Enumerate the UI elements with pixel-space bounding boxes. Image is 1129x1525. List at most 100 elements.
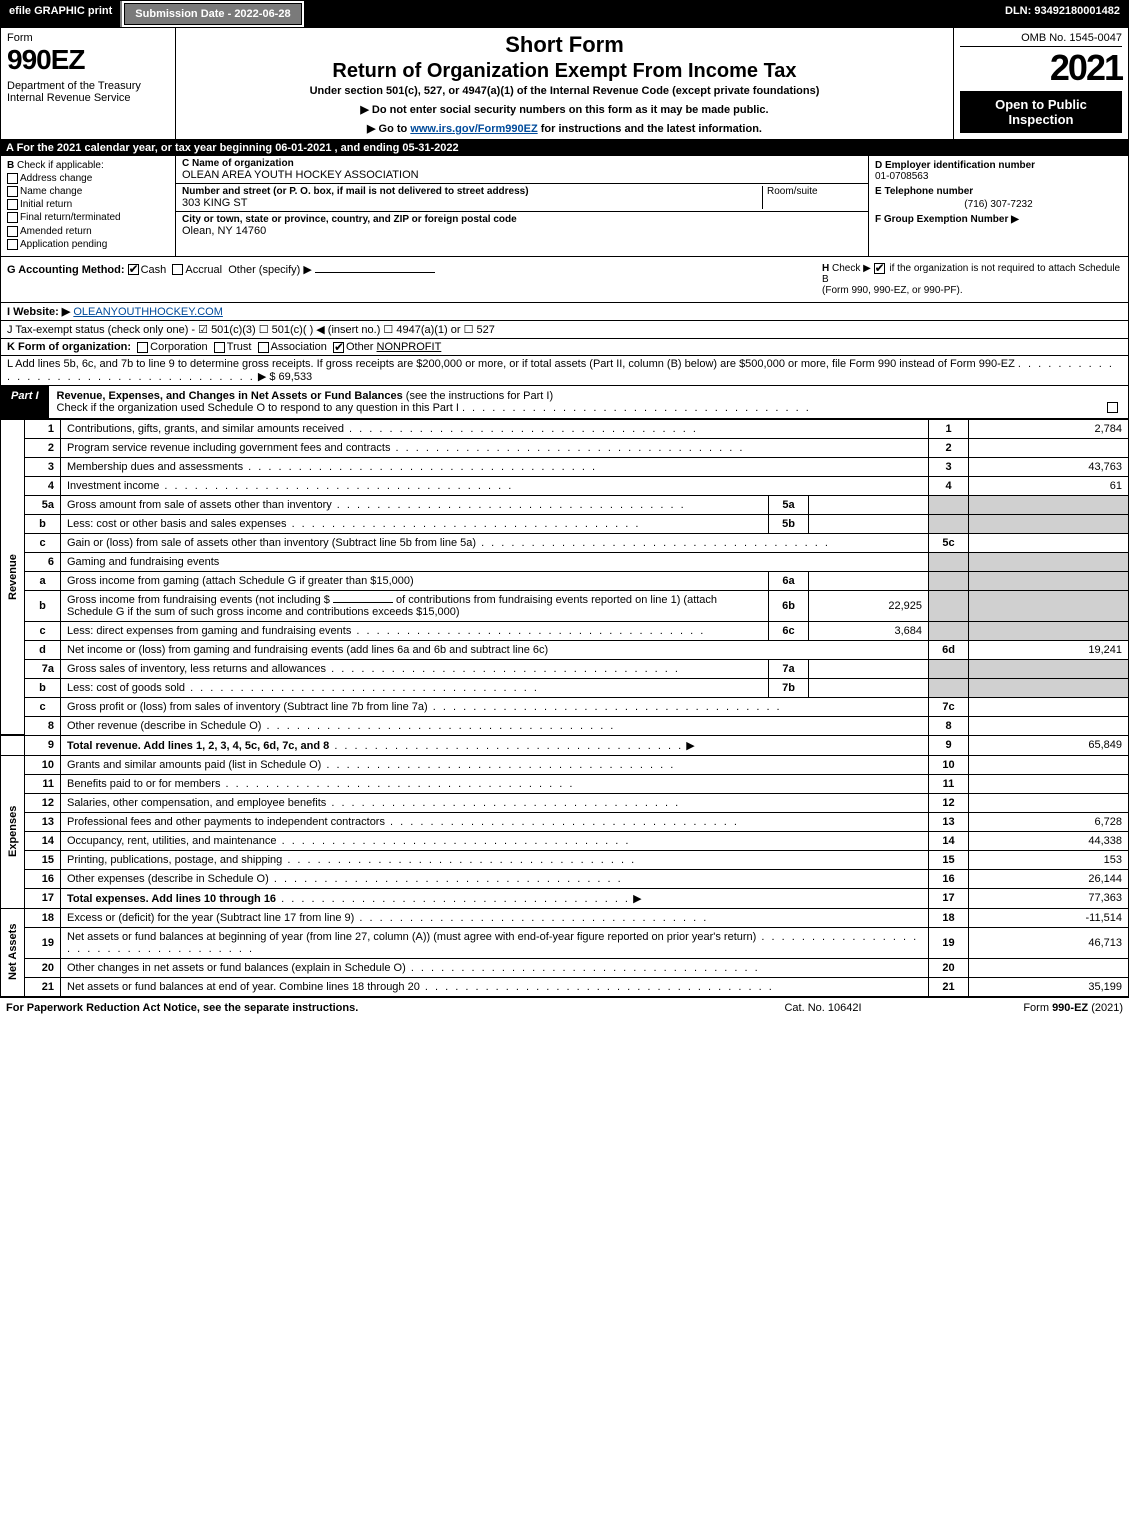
row-j: J Tax-exempt status (check only one) - ☑…: [0, 321, 1129, 339]
cb-app-pending[interactable]: Application pending: [7, 239, 169, 250]
ein-value: 01-0708563: [875, 171, 1122, 182]
cb-final-return[interactable]: Final return/terminated: [7, 212, 169, 223]
c-city-label: City or town, state or province, country…: [182, 214, 862, 225]
cb-accrual[interactable]: [172, 264, 183, 275]
org-street: 303 KING ST: [182, 197, 762, 209]
website-link[interactable]: OLEANYOUTHHOCKEY.COM: [73, 306, 223, 318]
row-i: I Website: ▶ OLEANYOUTHHOCKEY.COM: [0, 303, 1129, 321]
table-row: 19 Net assets or fund balances at beginn…: [1, 927, 1129, 958]
table-row: 12 Salaries, other compensation, and emp…: [1, 793, 1129, 812]
other-specify-input[interactable]: [315, 272, 435, 273]
j-text: J Tax-exempt status (check only one) - ☑…: [7, 324, 495, 336]
c-name-label: C Name of organization: [182, 158, 862, 169]
page-footer: For Paperwork Reduction Act Notice, see …: [0, 997, 1129, 1018]
table-row: 6 Gaming and fundraising events: [1, 552, 1129, 571]
section-c: C Name of organization OLEAN AREA YOUTH …: [176, 156, 868, 256]
omb-number: OMB No. 1545-0047: [960, 32, 1122, 47]
h-label: H: [822, 263, 829, 274]
part1-check: Check if the organization used Schedule …: [57, 402, 459, 414]
dln-number: DLN: 93492180001482: [997, 1, 1128, 27]
efile-print-button[interactable]: efile GRAPHIC print: [1, 1, 122, 27]
top-bar: efile GRAPHIC print Submission Date - 20…: [0, 0, 1129, 28]
cb-cash[interactable]: [128, 264, 139, 275]
form-version: Form 990-EZ (2021): [923, 1002, 1123, 1014]
table-row: 20 Other changes in net assets or fund b…: [1, 958, 1129, 977]
cb-initial-return[interactable]: Initial return: [7, 199, 169, 210]
header-right: OMB No. 1545-0047 2021 Open to Public In…: [953, 28, 1128, 139]
instr2-pre: ▶ Go to: [367, 123, 410, 135]
table-row: a Gross income from gaming (attach Sched…: [1, 571, 1129, 590]
org-name: OLEAN AREA YOUTH HOCKEY ASSOCIATION: [182, 169, 862, 181]
table-row: 17 Total expenses. Add lines 10 through …: [1, 888, 1129, 908]
row-g: G Accounting Method: Cash Accrual Other …: [7, 263, 822, 296]
paperwork-notice: For Paperwork Reduction Act Notice, see …: [6, 1002, 723, 1014]
org-city: Olean, NY 14760: [182, 225, 862, 237]
table-row: b Less: cost or other basis and sales ex…: [1, 514, 1129, 533]
instr-goto: ▶ Go to www.irs.gov/Form990EZ for instru…: [182, 122, 947, 135]
cb-schedule-o[interactable]: [1107, 402, 1118, 413]
table-row: d Net income or (loss) from gaming and f…: [1, 640, 1129, 659]
table-row: 15 Printing, publications, postage, and …: [1, 850, 1129, 869]
open-to-public: Open to Public Inspection: [960, 91, 1122, 133]
table-row: 5a Gross amount from sale of assets othe…: [1, 495, 1129, 514]
table-row: c Less: direct expenses from gaming and …: [1, 621, 1129, 640]
header-left: Form 990EZ Department of the Treasury In…: [1, 28, 176, 139]
g-label: G Accounting Method:: [7, 264, 125, 276]
table-row: b Gross income from fundraising events (…: [1, 590, 1129, 621]
instr-no-ssn: ▶ Do not enter social security numbers o…: [182, 103, 947, 116]
submission-date: Submission Date - 2022-06-28: [124, 3, 301, 25]
ein-label: D Employer identification number: [875, 160, 1122, 171]
table-row: 2 Program service revenue including gove…: [1, 438, 1129, 457]
department: Department of the Treasury Internal Reve…: [7, 80, 169, 104]
table-row: 3 Membership dues and assessments 3 43,7…: [1, 457, 1129, 476]
instr2-post: for instructions and the latest informat…: [538, 123, 762, 135]
cb-corp[interactable]: [137, 342, 148, 353]
row-k: K Form of organization: Corporation Trus…: [0, 339, 1129, 356]
section-de: D Employer identification number 01-0708…: [868, 156, 1128, 256]
table-row: 9 Total revenue. Add lines 1, 2, 3, 4, 5…: [1, 735, 1129, 755]
table-row: 7a Gross sales of inventory, less return…: [1, 659, 1129, 678]
part1-title: Revenue, Expenses, and Changes in Net As…: [49, 386, 1128, 418]
row-l: L Add lines 5b, 6c, and 7b to line 9 to …: [0, 356, 1129, 386]
tax-year: 2021: [960, 47, 1122, 89]
l-arrow: ▶ $: [258, 371, 276, 383]
row-h: H Check ▶ if the organization is not req…: [822, 263, 1122, 296]
phone-label: E Telephone number: [875, 186, 1122, 197]
table-row: b Less: cost of goods sold 7b: [1, 678, 1129, 697]
group-exemption-label: F Group Exemption Number ▶: [875, 214, 1122, 225]
table-row: 14 Occupancy, rent, utilities, and maint…: [1, 831, 1129, 850]
cb-sched-b[interactable]: [874, 263, 885, 274]
table-row: Expenses 10 Grants and similar amounts p…: [1, 755, 1129, 774]
top-bar-spacer: [304, 1, 997, 27]
other-org-value: NONPROFIT: [377, 341, 442, 353]
irs-link[interactable]: www.irs.gov/Form990EZ: [410, 123, 537, 135]
table-row: 11 Benefits paid to or for members 11: [1, 774, 1129, 793]
form-word: Form: [7, 32, 169, 44]
cb-address-change[interactable]: Address change: [7, 173, 169, 184]
b-check-if: Check if applicable:: [17, 160, 104, 171]
room-suite-label: Room/suite: [762, 186, 862, 209]
table-row: 16 Other expenses (describe in Schedule …: [1, 869, 1129, 888]
table-row: c Gross profit or (loss) from sales of i…: [1, 697, 1129, 716]
cb-name-change[interactable]: Name change: [7, 186, 169, 197]
c-street-label: Number and street (or P. O. box, if mail…: [182, 186, 762, 197]
side-net-assets: Net Assets: [1, 908, 25, 996]
cb-trust[interactable]: [214, 342, 225, 353]
table-row: 13 Professional fees and other payments …: [1, 812, 1129, 831]
cb-assoc[interactable]: [258, 342, 269, 353]
b-letter: B: [7, 160, 14, 171]
header-center: Short Form Return of Organization Exempt…: [176, 28, 953, 139]
table-row: c Gain or (loss) from sale of assets oth…: [1, 533, 1129, 552]
cb-other-org[interactable]: [333, 342, 344, 353]
l-amount: 69,533: [279, 371, 313, 383]
phone-value: (716) 307-7232: [875, 199, 1122, 210]
k-label: K Form of organization:: [7, 341, 131, 353]
part1-table: Revenue 1 Contributions, gifts, grants, …: [0, 419, 1129, 997]
table-row: 21 Net assets or fund balances at end of…: [1, 977, 1129, 996]
cat-number: Cat. No. 10642I: [723, 1002, 923, 1014]
table-row: 8 Other revenue (describe in Schedule O)…: [1, 716, 1129, 735]
short-form-title: Short Form: [182, 32, 947, 58]
part1-header: Part I Revenue, Expenses, and Changes in…: [0, 386, 1129, 419]
table-row: Revenue 1 Contributions, gifts, grants, …: [1, 419, 1129, 438]
cb-amended-return[interactable]: Amended return: [7, 226, 169, 237]
